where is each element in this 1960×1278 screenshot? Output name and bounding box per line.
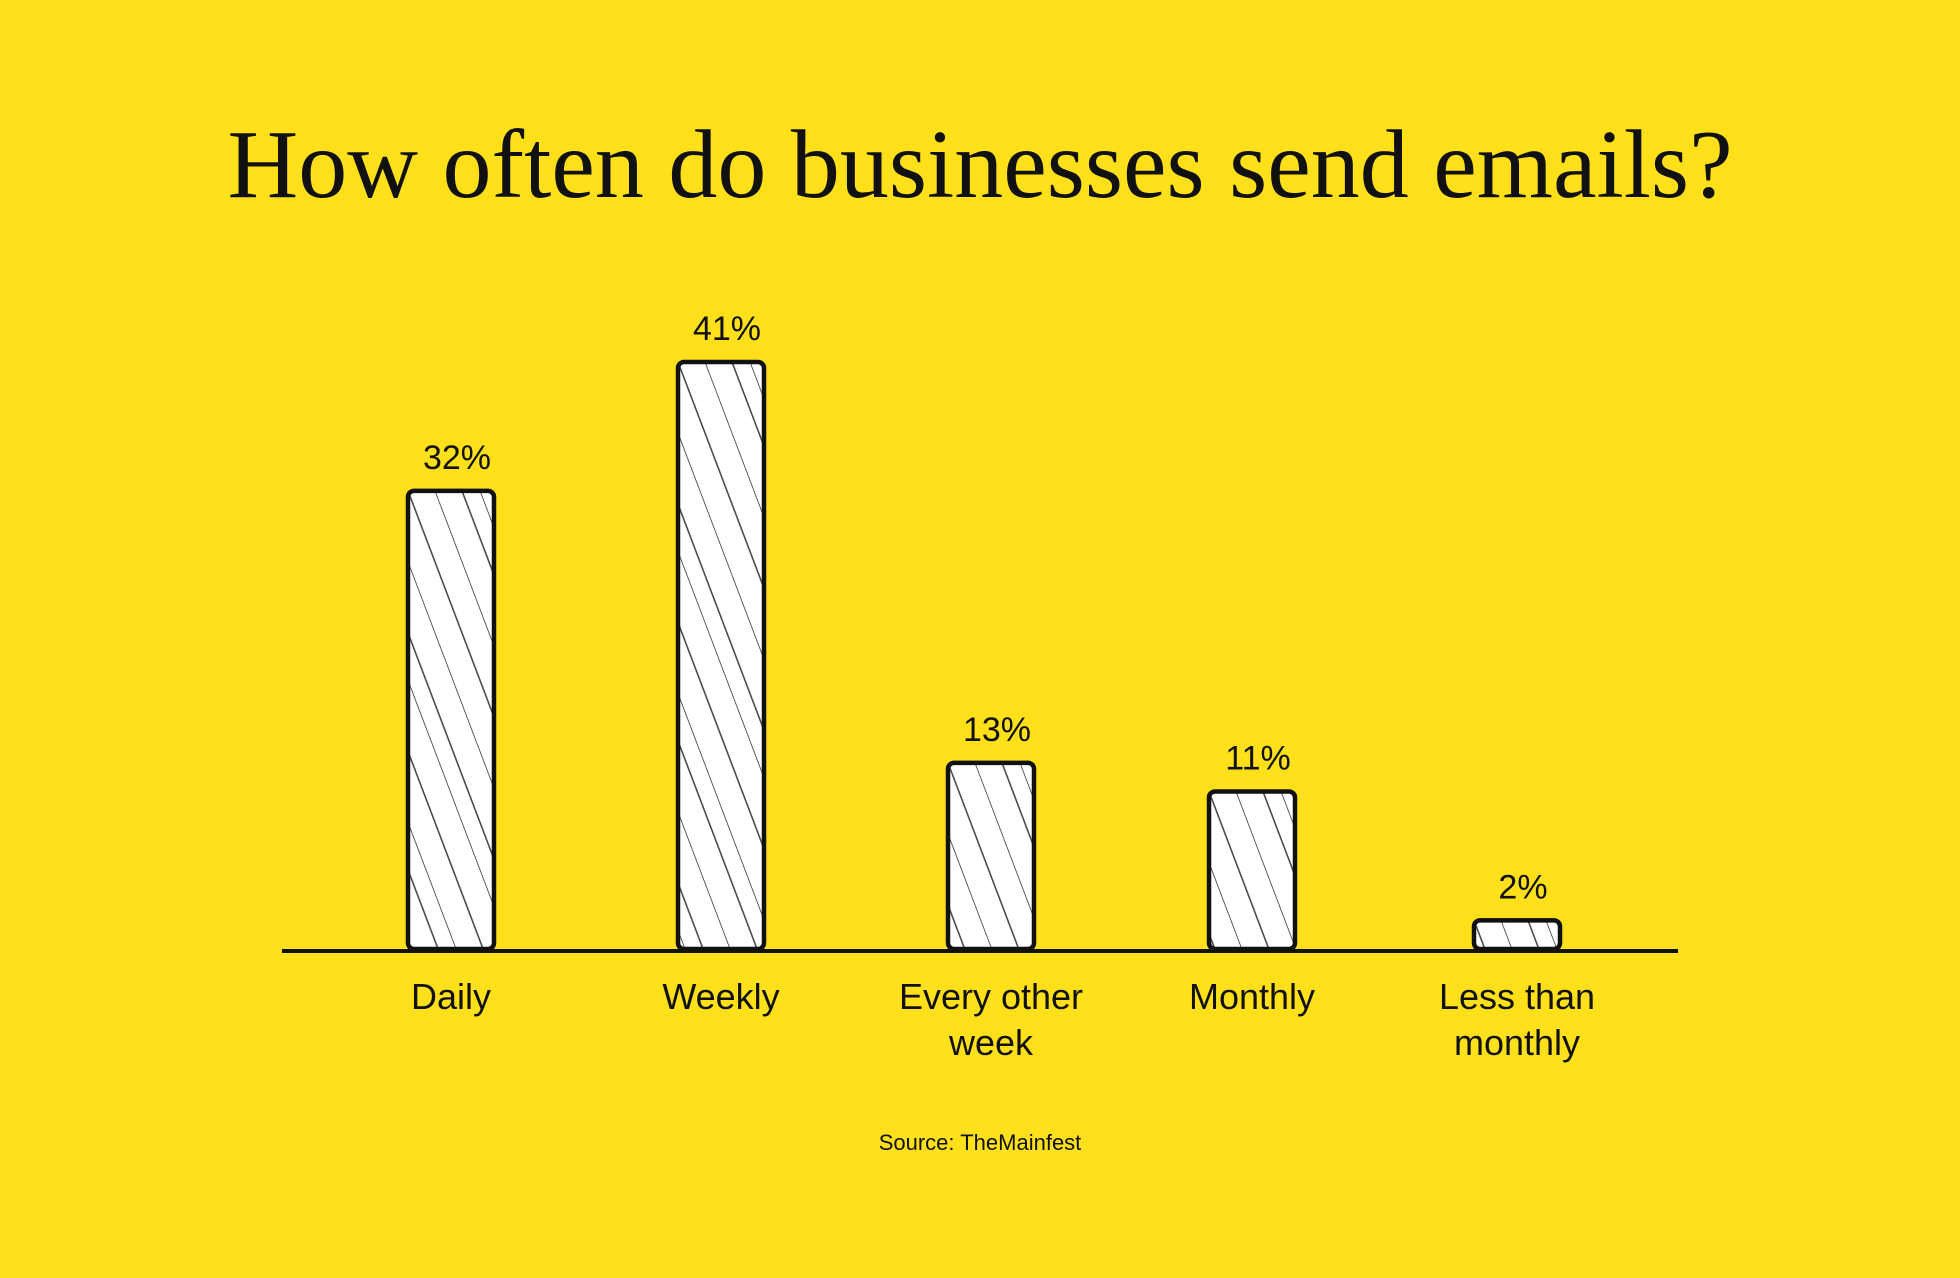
category-label: monthly <box>1454 1022 1580 1063</box>
bar-rect <box>1207 789 1297 952</box>
category-label: Daily <box>411 976 491 1017</box>
bar-0 <box>405 488 497 952</box>
bars-layer <box>405 359 1563 952</box>
category-label: Less than <box>1439 976 1595 1017</box>
bar-value-label: 41% <box>693 310 761 348</box>
category-label: Weekly <box>662 976 779 1017</box>
category-label: week <box>948 1022 1034 1063</box>
labels-layer: 32% Daily 41% Weekly 13% Every other week 11% Mo… <box>411 310 1595 1063</box>
bar-rect <box>946 760 1036 951</box>
bar-hatching <box>1474 920 1558 949</box>
source-note: Source: TheMainfest <box>878 1130 1082 1155</box>
bar-1 <box>675 359 767 952</box>
bar-value-label: 11% <box>1225 740 1291 778</box>
category-label: Every other <box>899 976 1083 1017</box>
bar-rect <box>406 488 496 951</box>
bar-rect <box>1472 918 1562 951</box>
bar-hatching <box>678 362 764 949</box>
bar-value-label: 13% <box>963 711 1031 749</box>
bar-4 <box>1471 918 1563 952</box>
bar-3 <box>1206 789 1298 952</box>
bar-2 <box>945 760 1037 952</box>
category-label: Monthly <box>1189 976 1315 1017</box>
bar-value-label: 32% <box>423 439 491 477</box>
chart-title: How often do businesses send emails? <box>227 111 1733 219</box>
bar-value-label: 2% <box>1498 868 1547 906</box>
